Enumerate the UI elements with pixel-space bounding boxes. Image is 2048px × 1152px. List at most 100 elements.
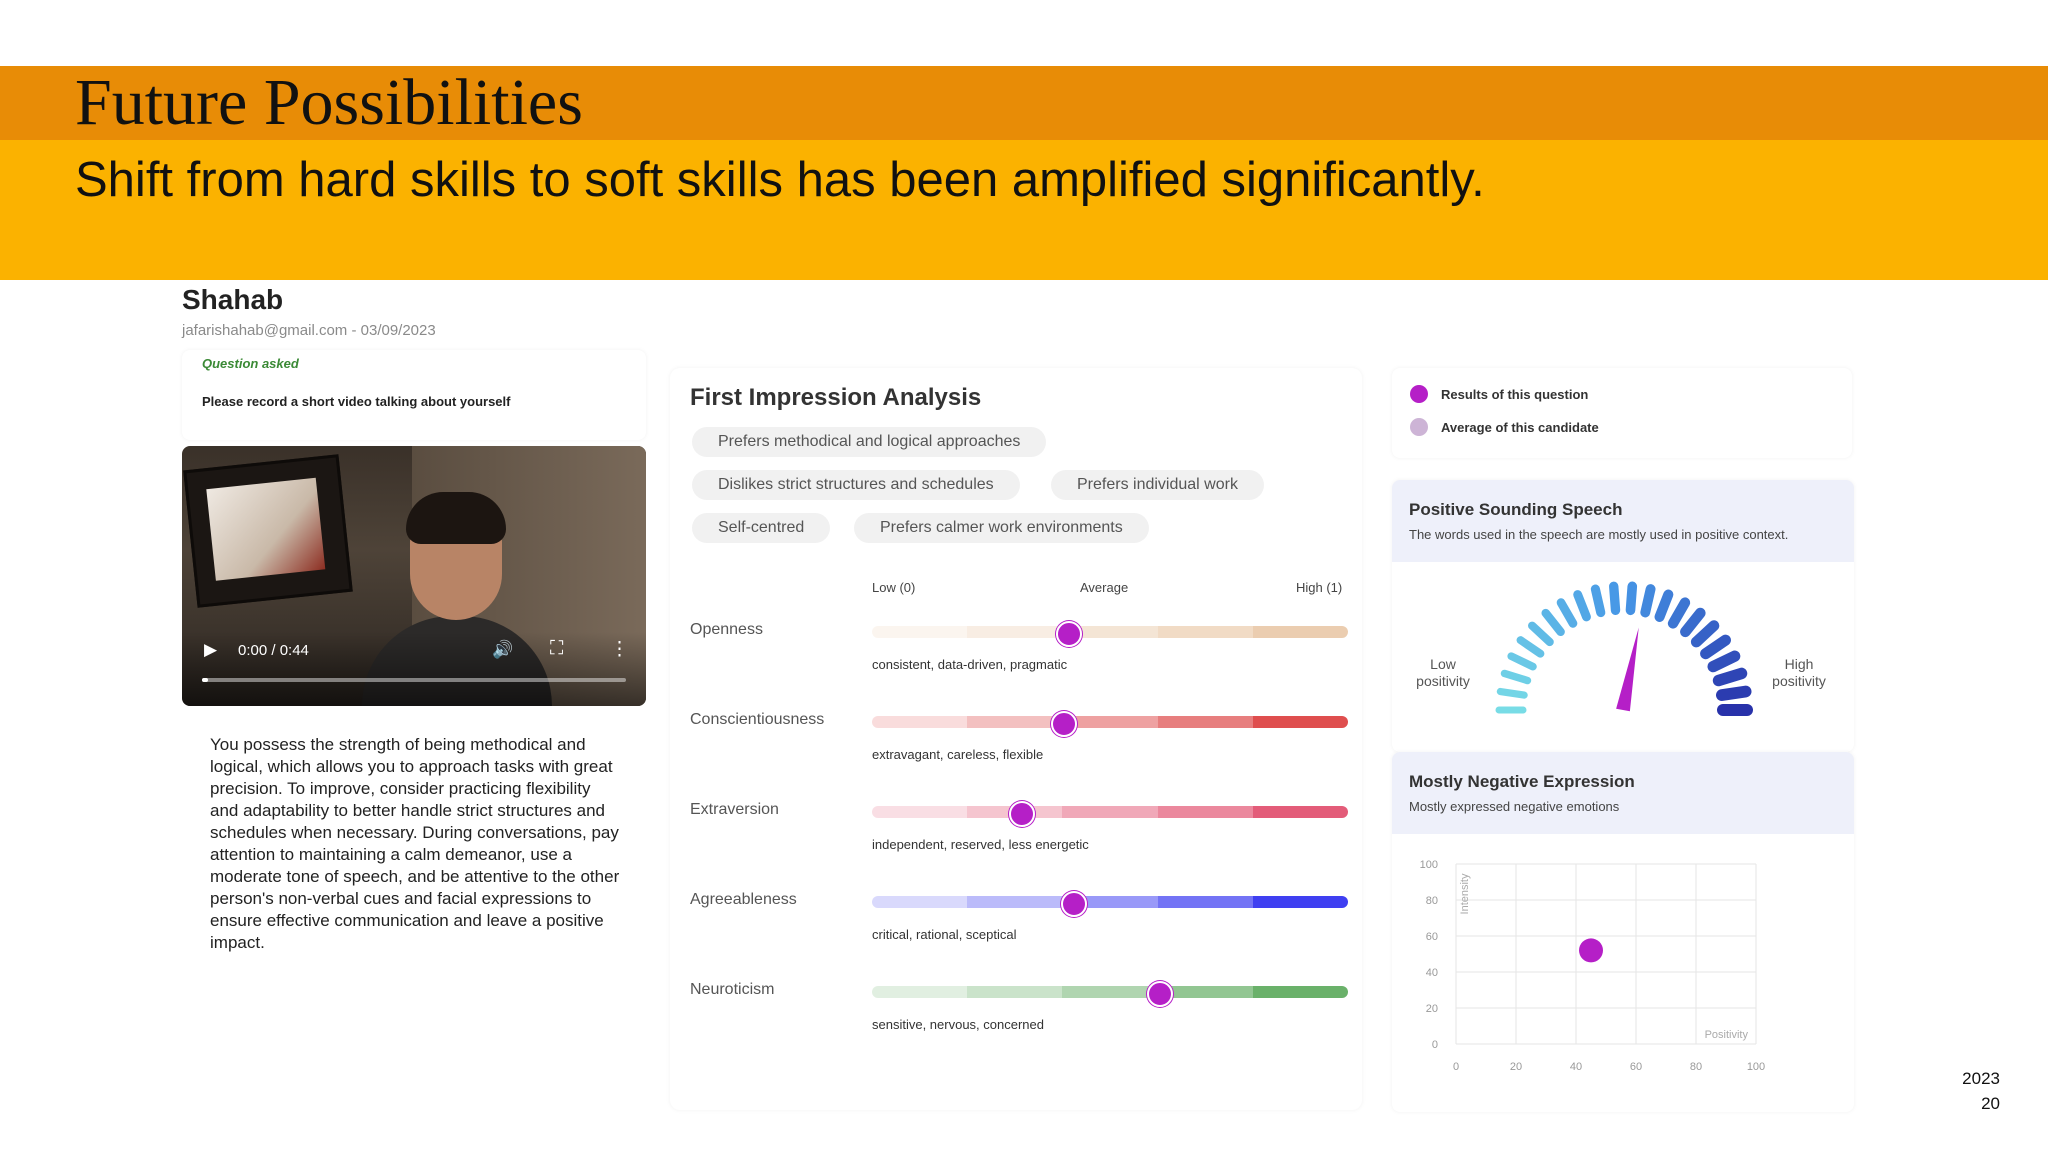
trait-description: critical, rational, sceptical (872, 927, 1017, 942)
legend-dot-average (1410, 418, 1428, 436)
trait-scale-bar (872, 986, 1348, 998)
trait-scale-bar (872, 806, 1348, 818)
gauge-tick (1556, 598, 1578, 628)
more-options-icon[interactable]: ⋮ (610, 639, 629, 660)
gauge-tick (1700, 634, 1731, 660)
gauge-tick (1500, 669, 1532, 685)
video-time: 0:00 / 0:44 (238, 642, 309, 659)
positivity-gauge (1495, 581, 1753, 716)
gauge-high-label: High positivity (1772, 656, 1826, 689)
slide-title: Future Possibilities (75, 66, 583, 139)
y-tick-label: 40 (1426, 967, 1438, 979)
y-tick-label: 80 (1426, 895, 1438, 907)
legend-dot-question (1410, 385, 1428, 403)
x-tick-label: 20 (1510, 1061, 1522, 1073)
trait-label: Neuroticism (690, 981, 775, 998)
trait-chip: Dislikes strict structures and schedules (692, 470, 1020, 500)
trait-description: independent, reserved, less energetic (872, 837, 1089, 852)
x-tick-label: 80 (1690, 1061, 1702, 1073)
candidate-name: Shahab (182, 284, 284, 315)
trait-description: consistent, data-driven, pragmatic (872, 657, 1068, 672)
legend-card (1392, 368, 1852, 458)
question-text: Please record a short video talking abou… (202, 394, 511, 409)
scale-low-label: Low (0) (872, 580, 916, 595)
trait-chip: Prefers individual work (1051, 470, 1264, 500)
x-tick-label: 100 (1747, 1061, 1765, 1073)
scatter-point (1579, 938, 1603, 963)
fullscreen-icon[interactable]: ⛶ (550, 638, 564, 659)
trait-label: Conscientiousness (690, 711, 825, 728)
x-tick-label: 40 (1570, 1061, 1582, 1073)
emotion-scatter-chart: 0 20 40 60 80 100 100 80 60 40 20 0 Positivity Intens… (1420, 859, 1766, 1073)
positive-speech-header (1392, 480, 1854, 562)
wall-painting (183, 454, 353, 608)
gauge-needle (1616, 627, 1639, 712)
trait-score-marker (1056, 621, 1083, 647)
trait-scale-bar (872, 716, 1348, 728)
trait-chip: Self-centred (692, 513, 831, 543)
trait-score-marker (1051, 711, 1078, 737)
first-impression-title: First Impression Analysis (690, 384, 982, 411)
slide-subtitle: Shift from hard skills to soft skills ha… (75, 153, 1485, 207)
candidate-summary: You possess the strength of being method… (210, 735, 620, 952)
positive-speech-subtitle: The words used in the speech are mostly … (1409, 527, 1789, 542)
negative-expression-subtitle: Mostly expressed negative emotions (1409, 799, 1620, 814)
y-axis-label: Intensity (1459, 873, 1471, 914)
gauge-tick (1609, 581, 1621, 615)
y-tick-label: 20 (1426, 1003, 1438, 1015)
trait-label: Openness (690, 621, 763, 638)
gauge-tick (1707, 650, 1741, 673)
y-tick-label: 100 (1420, 859, 1438, 871)
legend-label-average: Average of this candidate (1441, 420, 1599, 435)
title-band (0, 66, 2048, 140)
negative-expression-title: Mostly Negative Expression (1409, 772, 1635, 791)
scale-average-label: Average (1080, 580, 1129, 595)
x-tick-label: 0 (1453, 1061, 1459, 1073)
negative-expression-header (1392, 752, 1854, 834)
x-axis-label: Positivity (1705, 1029, 1749, 1041)
video-controls (182, 632, 646, 706)
trait-label: Agreeableness (690, 891, 797, 908)
positive-speech-title: Positive Sounding Speech (1409, 500, 1623, 519)
trait-chip: Prefers methodical and logical approache… (692, 427, 1047, 457)
trait-description: extravagant, careless, flexible (872, 747, 1044, 762)
gauge-tick (1640, 584, 1656, 618)
candidate-meta: jafarishahab@gmail.com - 03/09/2023 (182, 322, 436, 339)
gauge-tick (1667, 597, 1691, 629)
gauge-tick (1716, 685, 1752, 701)
video-player[interactable]: ▶ 0:00 / 0:44 🔊 ⛶ ⋮ (182, 446, 646, 706)
trait-label: Extraversion (690, 801, 779, 818)
trait-score-marker (1146, 981, 1173, 1007)
question-label: Question asked (202, 356, 299, 371)
gauge-tick (1541, 608, 1565, 637)
trait-scale-bar (872, 626, 1348, 638)
gauge-tick (1654, 589, 1674, 622)
trait-description: sensitive, nervous, concerned (872, 1017, 1044, 1032)
gauge-tick (1680, 607, 1706, 638)
trait-scale-bar (872, 896, 1348, 908)
volume-icon[interactable]: 🔊 (492, 640, 514, 659)
scale-high-label: High (1) (1296, 580, 1343, 595)
play-icon[interactable]: ▶ (204, 640, 218, 659)
subtitle-band (0, 140, 2048, 280)
x-tick-label: 60 (1630, 1061, 1642, 1073)
gauge-tick (1516, 636, 1545, 658)
y-tick-label: 0 (1432, 1039, 1438, 1051)
slide-page-number: 20 (1981, 1094, 2000, 1113)
gauge-tick (1590, 584, 1606, 618)
gauge-tick (1712, 667, 1748, 687)
gauge-tick (1528, 621, 1554, 647)
trait-chip: Prefers calmer work environments (854, 513, 1149, 543)
y-tick-label: 60 (1426, 931, 1438, 943)
question-card (182, 350, 646, 440)
trait-score-marker (1060, 891, 1087, 917)
legend-label-question: Results of this question (1441, 387, 1589, 402)
trait-score-marker (1008, 801, 1035, 827)
gauge-tick (1573, 590, 1591, 622)
gauge-tick (1625, 581, 1638, 616)
video-progress-bar[interactable] (202, 678, 626, 682)
gauge-tick (1690, 620, 1720, 648)
gauge-tick (1496, 687, 1528, 699)
gauge-tick (1507, 652, 1537, 671)
slide-year: 2023 (1962, 1069, 2000, 1088)
